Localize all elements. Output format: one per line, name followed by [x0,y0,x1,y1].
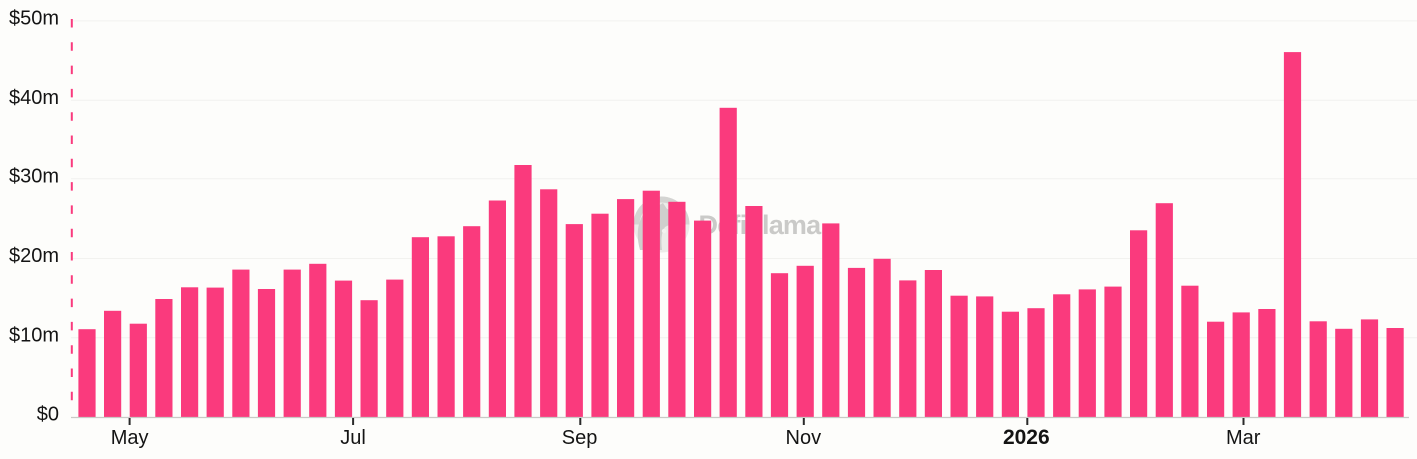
svg-text:$10m: $10m [9,325,59,347]
svg-text:Mar: Mar [1226,427,1261,449]
svg-text:Jul: Jul [340,427,366,449]
svg-text:$20m: $20m [9,245,59,267]
svg-text:Nov: Nov [786,427,822,449]
svg-text:2026: 2026 [1003,426,1050,449]
svg-text:$30m: $30m [9,166,59,188]
svg-text:$40m: $40m [9,87,59,109]
svg-text:May: May [111,427,149,449]
svg-text:Sep: Sep [562,427,598,449]
svg-text:$50m: $50m [9,8,59,30]
svg-text:$0: $0 [37,404,59,426]
